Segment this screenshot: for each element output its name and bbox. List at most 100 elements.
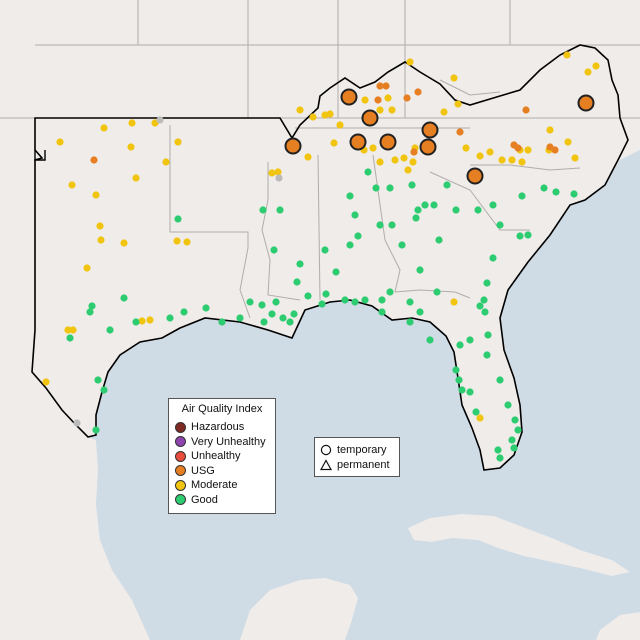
- station-marker[interactable]: [456, 341, 464, 349]
- station-marker[interactable]: [480, 296, 488, 304]
- temporary-station-marker[interactable]: [340, 88, 358, 106]
- station-marker[interactable]: [433, 288, 441, 296]
- station-marker[interactable]: [68, 181, 76, 189]
- station-marker[interactable]: [132, 318, 140, 326]
- station-marker[interactable]: [483, 279, 491, 287]
- station-marker[interactable]: [406, 298, 414, 306]
- station-marker[interactable]: [466, 336, 474, 344]
- station-marker[interactable]: [508, 156, 516, 164]
- station-marker[interactable]: [361, 96, 369, 104]
- station-marker[interactable]: [94, 376, 102, 384]
- station-marker[interactable]: [173, 237, 181, 245]
- station-marker[interactable]: [304, 153, 312, 161]
- station-marker[interactable]: [279, 314, 287, 322]
- station-marker[interactable]: [388, 221, 396, 229]
- station-marker[interactable]: [388, 106, 396, 114]
- station-marker[interactable]: [92, 191, 100, 199]
- station-marker[interactable]: [378, 308, 386, 316]
- station-marker[interactable]: [516, 232, 524, 240]
- station-marker[interactable]: [452, 206, 460, 214]
- station-marker[interactable]: [486, 148, 494, 156]
- temporary-station-marker[interactable]: [284, 137, 302, 155]
- station-marker[interactable]: [408, 181, 416, 189]
- station-marker[interactable]: [398, 241, 406, 249]
- station-marker[interactable]: [86, 308, 94, 316]
- station-marker[interactable]: [426, 336, 434, 344]
- station-marker[interactable]: [183, 238, 191, 246]
- station-marker[interactable]: [421, 201, 429, 209]
- station-marker[interactable]: [489, 201, 497, 209]
- station-marker[interactable]: [474, 206, 482, 214]
- station-marker[interactable]: [386, 288, 394, 296]
- station-marker[interactable]: [120, 294, 128, 302]
- temporary-station-marker[interactable]: [421, 121, 439, 139]
- station-marker[interactable]: [430, 201, 438, 209]
- station-marker[interactable]: [128, 119, 136, 127]
- temporary-station-marker[interactable]: [361, 109, 379, 127]
- station-marker[interactable]: [296, 106, 304, 114]
- station-marker[interactable]: [106, 326, 114, 334]
- station-marker[interactable]: [524, 146, 532, 154]
- station-marker[interactable]: [514, 426, 522, 434]
- station-marker[interactable]: [218, 318, 226, 326]
- station-marker[interactable]: [435, 236, 443, 244]
- station-marker[interactable]: [443, 181, 451, 189]
- station-marker[interactable]: [132, 174, 140, 182]
- station-marker[interactable]: [180, 308, 188, 316]
- station-marker[interactable]: [274, 168, 282, 176]
- station-marker[interactable]: [440, 108, 448, 116]
- station-marker[interactable]: [564, 138, 572, 146]
- station-marker[interactable]: [376, 221, 384, 229]
- station-marker[interactable]: [321, 111, 329, 119]
- station-marker[interactable]: [174, 215, 182, 223]
- station-marker[interactable]: [372, 184, 380, 192]
- station-marker[interactable]: [416, 266, 424, 274]
- station-marker[interactable]: [476, 414, 484, 422]
- station-marker[interactable]: [498, 156, 506, 164]
- station-marker[interactable]: [524, 231, 532, 239]
- station-marker[interactable]: [458, 386, 466, 394]
- station-marker[interactable]: [496, 221, 504, 229]
- station-marker[interactable]: [268, 169, 276, 177]
- station-marker[interactable]: [354, 232, 362, 240]
- station-marker[interactable]: [322, 290, 330, 298]
- station-marker[interactable]: [455, 376, 463, 384]
- station-marker[interactable]: [452, 366, 460, 374]
- station-marker[interactable]: [496, 454, 504, 462]
- station-marker[interactable]: [318, 300, 326, 308]
- station-marker[interactable]: [508, 436, 516, 444]
- station-marker[interactable]: [403, 94, 411, 102]
- station-marker[interactable]: [409, 158, 417, 166]
- station-marker[interactable]: [268, 310, 276, 318]
- station-marker[interactable]: [64, 326, 72, 334]
- station-marker[interactable]: [476, 302, 484, 310]
- station-marker[interactable]: [351, 298, 359, 306]
- station-marker[interactable]: [321, 246, 329, 254]
- temporary-station-marker[interactable]: [466, 167, 484, 185]
- station-marker[interactable]: [484, 331, 492, 339]
- station-marker[interactable]: [309, 113, 317, 121]
- station-markers[interactable]: [42, 51, 600, 462]
- station-marker[interactable]: [414, 88, 422, 96]
- station-marker[interactable]: [518, 158, 526, 166]
- station-marker[interactable]: [174, 138, 182, 146]
- station-marker[interactable]: [166, 314, 174, 322]
- station-marker[interactable]: [472, 408, 480, 416]
- station-marker[interactable]: [450, 298, 458, 306]
- station-marker[interactable]: [146, 316, 154, 324]
- station-marker[interactable]: [120, 239, 128, 247]
- station-marker[interactable]: [406, 58, 414, 66]
- station-marker[interactable]: [584, 68, 592, 76]
- station-marker[interactable]: [100, 386, 108, 394]
- station-marker[interactable]: [416, 308, 424, 316]
- station-marker[interactable]: [83, 264, 91, 272]
- station-marker[interactable]: [414, 206, 422, 214]
- station-marker[interactable]: [450, 74, 458, 82]
- station-marker[interactable]: [69, 326, 77, 334]
- station-marker[interactable]: [483, 351, 491, 359]
- temporary-station-marker[interactable]: [349, 133, 367, 151]
- station-marker[interactable]: [364, 168, 372, 176]
- station-marker[interactable]: [100, 124, 108, 132]
- station-marker[interactable]: [330, 139, 338, 147]
